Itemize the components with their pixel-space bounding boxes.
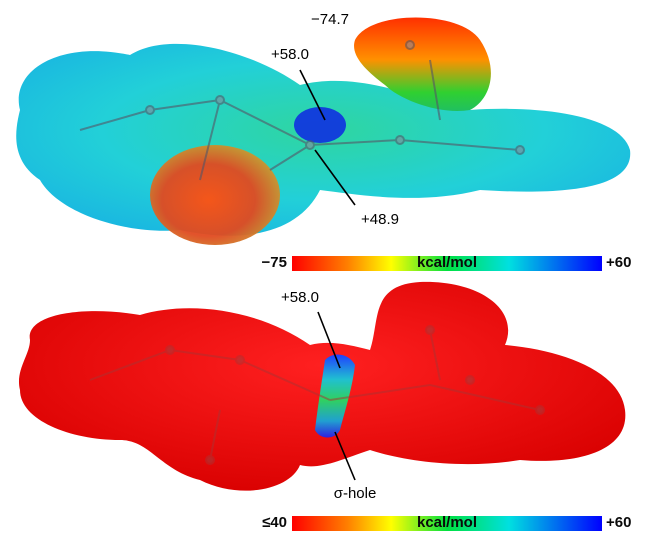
- annotation-label: +58.0: [271, 46, 309, 63]
- annotation-label: −74.7: [311, 11, 349, 28]
- annotation-label: +48.9: [361, 211, 399, 228]
- positive-region: [294, 107, 346, 143]
- colorbar-min: ≤40: [262, 514, 287, 531]
- colorbar-unit: kcal/mol: [417, 254, 477, 271]
- colorbar-max: +60: [606, 254, 631, 271]
- colorbar-min: −75: [262, 254, 287, 271]
- negative-region: [150, 145, 280, 245]
- top-surface: [16, 18, 630, 246]
- colorbar-unit: kcal/mol: [417, 514, 477, 531]
- colorbar-max: +60: [606, 514, 631, 531]
- figure: −74.7 +58.0 +48.9 −75 kcal/mol +60 +58.0…: [0, 0, 649, 537]
- annotation-label: +58.0: [281, 289, 319, 306]
- annotation-label: σ-hole: [334, 485, 377, 502]
- bottom-surface: [19, 282, 625, 491]
